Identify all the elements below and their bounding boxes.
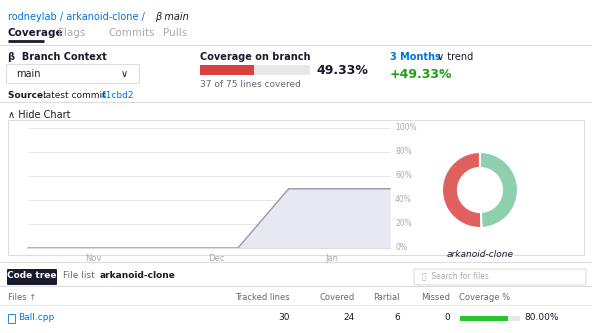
- Text: β main: β main: [155, 12, 189, 22]
- Text: 20%: 20%: [395, 219, 412, 228]
- Text: Files ↑: Files ↑: [8, 293, 36, 302]
- Text: 37 of 75 lines covered: 37 of 75 lines covered: [200, 80, 301, 89]
- Text: arkanoid-clone: arkanoid-clone: [446, 250, 513, 259]
- Text: main: main: [16, 69, 40, 79]
- Text: 0%: 0%: [395, 243, 407, 252]
- Text: 24: 24: [344, 313, 355, 322]
- Text: Coverage on branch: Coverage on branch: [200, 52, 310, 62]
- Text: 0: 0: [444, 313, 450, 322]
- Bar: [200, 65, 310, 75]
- Text: Tracked lines: Tracked lines: [236, 293, 290, 302]
- Text: arkanoid-clone: arkanoid-clone: [100, 271, 176, 280]
- Text: Ball.cpp: Ball.cpp: [18, 313, 54, 322]
- Text: rodneylab / arkanoid-clone /: rodneylab / arkanoid-clone /: [8, 12, 148, 22]
- Text: 41cbd2: 41cbd2: [101, 91, 134, 100]
- Text: 30: 30: [278, 313, 290, 322]
- Text: Commits: Commits: [108, 28, 155, 38]
- Text: 🔍  Search for files: 🔍 Search for files: [422, 271, 489, 280]
- Text: 3 Months: 3 Months: [390, 52, 444, 62]
- Bar: [200, 65, 254, 75]
- Text: ∨ trend: ∨ trend: [437, 52, 473, 62]
- FancyBboxPatch shape: [7, 65, 140, 84]
- Text: 80%: 80%: [395, 148, 412, 157]
- Text: Partial: Partial: [374, 293, 400, 302]
- Text: File list: File list: [63, 271, 95, 280]
- Text: β  Branch Context: β Branch Context: [8, 52, 107, 62]
- Text: Dec: Dec: [208, 254, 224, 263]
- Text: Pulls: Pulls: [163, 28, 187, 38]
- Text: latest commit: latest commit: [43, 91, 108, 100]
- Text: ∧ Hide Chart: ∧ Hide Chart: [8, 110, 70, 120]
- Bar: [460, 315, 520, 320]
- Bar: [8, 314, 15, 323]
- Text: +49.33%: +49.33%: [390, 68, 452, 81]
- Text: ∨: ∨: [121, 69, 128, 79]
- FancyBboxPatch shape: [414, 269, 586, 285]
- Text: Missed: Missed: [421, 293, 450, 302]
- Text: Coverage: Coverage: [8, 28, 63, 38]
- Text: Nov: Nov: [85, 254, 101, 263]
- Bar: [460, 315, 508, 320]
- Text: 6: 6: [394, 313, 400, 322]
- Text: Code tree: Code tree: [7, 271, 57, 280]
- Text: 60%: 60%: [395, 171, 412, 180]
- Text: Jan: Jan: [326, 254, 339, 263]
- Wedge shape: [480, 152, 518, 228]
- Text: 100%: 100%: [395, 124, 417, 133]
- Polygon shape: [28, 189, 390, 248]
- Text: 49.33%: 49.33%: [316, 64, 368, 77]
- Bar: [8, 120, 584, 255]
- FancyBboxPatch shape: [7, 269, 57, 285]
- Text: Source:: Source:: [8, 91, 50, 100]
- Text: Coverage %: Coverage %: [459, 293, 510, 302]
- Text: Covered: Covered: [320, 293, 355, 302]
- Text: 80.00%: 80.00%: [524, 313, 558, 322]
- Text: 40%: 40%: [395, 195, 412, 204]
- Text: Flags: Flags: [58, 28, 85, 38]
- Wedge shape: [442, 152, 482, 228]
